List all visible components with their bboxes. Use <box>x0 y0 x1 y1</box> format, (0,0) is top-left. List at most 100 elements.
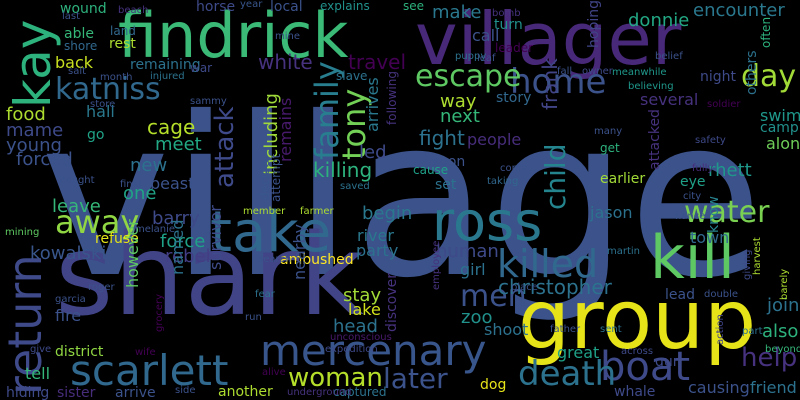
cloud-word-know: know <box>706 196 722 233</box>
cloud-word-lead: lead <box>665 287 695 303</box>
cloud-word-great: great <box>557 343 600 362</box>
cloud-word-eye: eye <box>680 174 706 190</box>
cloud-word-leave: leave <box>52 196 101 217</box>
cloud-word-city: city <box>683 191 702 202</box>
cloud-word-mine: mine <box>275 31 301 42</box>
cloud-word-water: water <box>684 195 770 230</box>
cloud-word-hoping: hoping <box>586 0 602 48</box>
cloud-word-night: night <box>700 69 737 85</box>
cloud-word-garcia: garcia <box>55 294 86 305</box>
cloud-word-grocery: grocery <box>154 293 165 332</box>
cloud-word-barry: barry <box>152 208 200 229</box>
cloud-word-encounter: encounter <box>693 0 785 21</box>
cloud-word-fall: fall <box>557 66 573 77</box>
cloud-word-ross: ross <box>432 190 543 253</box>
cloud-word-soon: soon <box>432 154 466 170</box>
cloud-word-village: village <box>40 70 764 326</box>
cloud-word-river: river <box>357 226 394 245</box>
cloud-word-often: often <box>759 16 773 48</box>
cloud-word-side: side <box>175 385 196 396</box>
cloud-word-help: help <box>741 343 798 373</box>
cloud-word-owner: owner <box>582 66 613 77</box>
cloud-word-get: get <box>600 141 620 155</box>
cloud-word-young: young <box>6 135 62 156</box>
cloud-word-run: run <box>245 312 262 323</box>
cloud-word-men: men <box>460 279 527 314</box>
cloud-word-safety: safety <box>695 135 726 146</box>
cloud-word-girl: girl <box>460 260 486 279</box>
cloud-word-scarlett: scarlett <box>70 346 229 395</box>
cloud-word-salt: salt <box>68 66 87 77</box>
cloud-word-martin: martin <box>607 246 641 257</box>
cloud-word-leader: leader <box>495 41 534 55</box>
cloud-word-make: make <box>432 2 482 23</box>
cloud-word-fully: fully <box>692 163 714 174</box>
cloud-word-meet: meet <box>155 134 202 155</box>
cloud-word-zoo: zoo <box>461 307 493 328</box>
cloud-word-donnie: donnie <box>628 10 690 31</box>
cloud-word-causing: causing <box>688 378 750 397</box>
cloud-word-shore: shore <box>64 39 98 53</box>
cloud-word-fight: fight <box>419 126 465 150</box>
cloud-word-believing: believing <box>628 81 674 92</box>
cloud-word-escape: escape <box>415 59 522 94</box>
cloud-word-gun: gun <box>655 354 682 370</box>
cloud-word-earlier: earlier <box>600 171 646 187</box>
cloud-word-attack: attack <box>210 106 240 188</box>
cloud-word-local: local <box>270 0 303 15</box>
cloud-word-meanwhile: meanwhile <box>612 67 667 78</box>
cloud-word-member: member <box>243 206 286 217</box>
cloud-word-fiance: fiance <box>675 211 706 222</box>
cloud-word-war: war <box>190 61 213 75</box>
cloud-word-christopher: christopher <box>498 275 612 299</box>
cloud-word-remains: remains <box>276 97 295 162</box>
cloud-word-travel: travel <box>348 50 407 74</box>
cloud-word-lake: lake <box>348 300 381 319</box>
cloud-word-bomb: bomb <box>492 8 521 19</box>
cloud-word-expedition: expedition <box>325 344 378 355</box>
cloud-word-captured: captured <box>333 385 387 399</box>
cloud-word-search: search <box>258 254 292 265</box>
cloud-word-taking: taking <box>487 176 519 187</box>
cloud-word-way: way <box>440 91 477 112</box>
cloud-word-people: people <box>467 130 522 149</box>
cloud-word-sammy: sammy <box>190 96 227 107</box>
cloud-word-shark: shark <box>55 211 364 341</box>
cloud-word-woman: woman <box>288 363 383 393</box>
cloud-word-villager: villager <box>415 0 682 81</box>
cloud-word-saved: saved <box>340 181 370 192</box>
cloud-word-give: give <box>30 344 52 355</box>
cloud-word-human: human <box>436 241 499 262</box>
cloud-word-hiding: hiding <box>6 385 50 400</box>
cloud-word-employee: employee <box>431 240 442 290</box>
cloud-word-mining: mining <box>5 227 40 238</box>
cloud-word-fear: fear <box>255 289 275 300</box>
cloud-word-another: another <box>218 384 273 400</box>
cloud-word-discover: discover <box>384 273 400 332</box>
cloud-word-unconscious: unconscious <box>330 332 392 343</box>
cloud-word-melanie: melanie <box>135 224 176 235</box>
cloud-word-action: action <box>715 314 726 345</box>
cloud-word-across: across <box>621 346 654 357</box>
cloud-word-shoot: shoot <box>484 320 529 339</box>
cloud-word-caught: caught <box>60 175 95 186</box>
cloud-word-ambushed: ambushed <box>280 252 354 268</box>
cloud-word-friend: friend <box>750 378 797 397</box>
cloud-word-white: white <box>258 50 313 74</box>
cloud-word-beast: beast <box>150 174 195 193</box>
cloud-word-along: along <box>766 134 800 153</box>
cloud-word-cage: cage <box>147 115 196 139</box>
cloud-word-home: home <box>510 62 607 102</box>
cloud-word-barely: barely <box>779 268 790 300</box>
cloud-word-father: father <box>550 324 581 335</box>
cloud-word-slave: slave <box>336 69 368 83</box>
cloud-word-group: group <box>518 273 757 368</box>
cloud-word-whale: whale <box>614 384 656 400</box>
cloud-word-nearby: nearby <box>290 224 309 280</box>
cloud-word-underground: underground <box>287 387 352 398</box>
cloud-word-findrick: findrick <box>118 0 349 72</box>
cloud-word-alive: alive <box>262 367 286 378</box>
cloud-word-food: food <box>6 104 46 125</box>
cloud-word-stay: stay <box>343 285 382 306</box>
